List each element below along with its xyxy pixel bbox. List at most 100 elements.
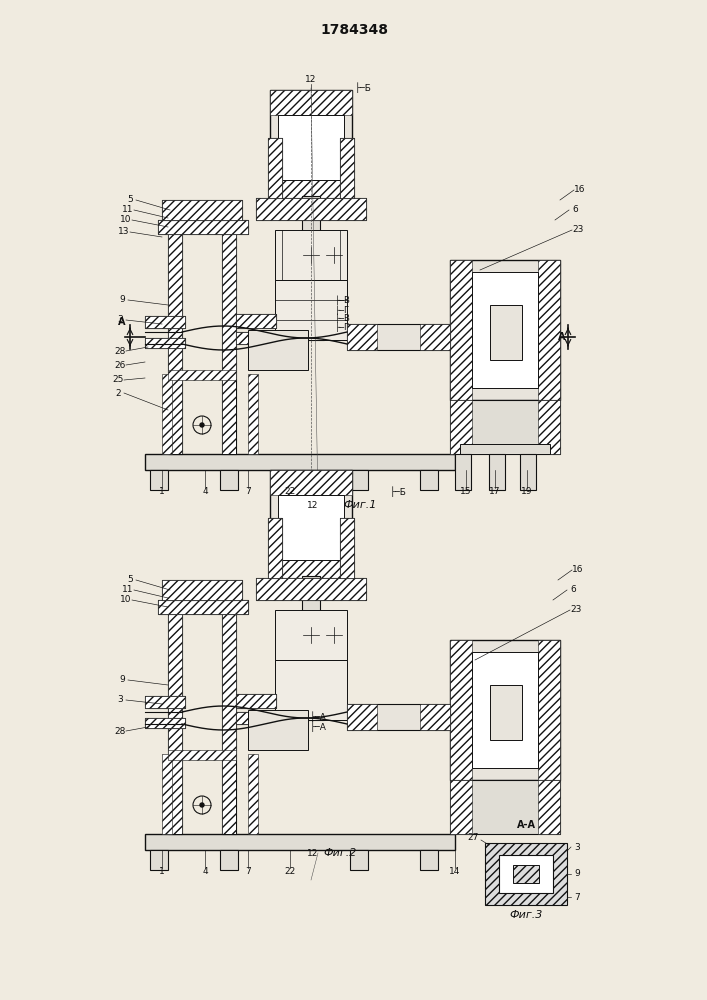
Bar: [145, 454, 455, 470]
Bar: [450, 400, 560, 454]
Bar: [236, 314, 276, 328]
Bar: [340, 138, 354, 198]
Bar: [236, 332, 276, 344]
Text: 5: 5: [127, 576, 133, 584]
Bar: [298, 234, 324, 340]
Bar: [472, 272, 538, 388]
Text: 1784348: 1784348: [320, 23, 388, 37]
Text: 13: 13: [118, 228, 130, 236]
Text: А: А: [118, 317, 126, 327]
Text: 23: 23: [572, 226, 584, 234]
Bar: [278, 115, 344, 180]
Bar: [485, 843, 567, 905]
Bar: [236, 694, 276, 708]
Bar: [489, 454, 505, 490]
Bar: [162, 200, 242, 220]
Bar: [145, 338, 185, 348]
Bar: [420, 470, 438, 490]
Bar: [538, 640, 560, 780]
Bar: [256, 198, 366, 220]
Bar: [268, 138, 282, 198]
Text: 3: 3: [117, 696, 123, 704]
Text: 16: 16: [574, 186, 586, 194]
Bar: [168, 234, 182, 454]
Bar: [270, 90, 352, 200]
Bar: [278, 495, 344, 560]
Text: 17: 17: [489, 488, 501, 496]
Bar: [455, 454, 471, 490]
Bar: [158, 220, 248, 234]
Text: 14: 14: [450, 867, 461, 876]
Bar: [222, 614, 236, 834]
Bar: [347, 704, 377, 730]
Bar: [158, 600, 248, 614]
Text: 2: 2: [115, 388, 121, 397]
Bar: [150, 850, 168, 870]
Text: А-А: А-А: [517, 820, 535, 830]
Text: 19: 19: [521, 488, 533, 496]
Bar: [158, 220, 248, 234]
Bar: [450, 260, 472, 400]
Bar: [270, 90, 352, 115]
Bar: [236, 712, 276, 724]
Text: 15: 15: [460, 488, 472, 496]
Bar: [302, 576, 320, 614]
Bar: [168, 374, 236, 454]
Bar: [220, 470, 238, 490]
Bar: [145, 718, 185, 728]
Text: ├─Б: ├─Б: [390, 487, 407, 497]
Bar: [145, 834, 455, 850]
Bar: [268, 518, 282, 578]
Bar: [499, 855, 553, 893]
Bar: [472, 652, 538, 768]
Bar: [490, 685, 522, 740]
Text: 9: 9: [119, 296, 125, 304]
Bar: [158, 600, 248, 614]
Text: 3: 3: [117, 316, 123, 324]
Bar: [168, 614, 182, 834]
Bar: [150, 470, 168, 490]
Bar: [270, 470, 352, 580]
Bar: [347, 704, 450, 730]
Bar: [270, 470, 352, 495]
Bar: [236, 332, 276, 344]
Bar: [513, 865, 539, 883]
Bar: [162, 580, 242, 600]
Text: 12: 12: [305, 76, 317, 85]
Text: 22: 22: [284, 867, 296, 876]
Bar: [347, 324, 450, 350]
Text: 10: 10: [120, 595, 132, 604]
Bar: [460, 444, 550, 454]
Bar: [275, 280, 347, 340]
Text: 9: 9: [119, 676, 125, 684]
Bar: [236, 694, 276, 708]
Text: А: А: [559, 332, 566, 342]
Bar: [248, 710, 308, 750]
Bar: [248, 330, 308, 370]
Text: 1: 1: [159, 488, 165, 496]
Bar: [270, 560, 352, 580]
Text: 6: 6: [572, 206, 578, 215]
Circle shape: [200, 803, 204, 807]
Bar: [222, 234, 236, 454]
Bar: [248, 754, 258, 834]
Bar: [450, 640, 472, 780]
Bar: [490, 305, 522, 360]
Bar: [236, 314, 276, 328]
Bar: [298, 614, 324, 720]
Text: 25: 25: [112, 375, 124, 384]
Bar: [420, 324, 450, 350]
Bar: [145, 696, 185, 708]
Text: 10: 10: [120, 216, 132, 225]
Bar: [268, 518, 282, 578]
Text: 7: 7: [245, 867, 251, 876]
Text: 23: 23: [571, 605, 582, 614]
Bar: [350, 850, 368, 870]
Text: 5: 5: [127, 196, 133, 205]
Bar: [347, 324, 377, 350]
Text: 27: 27: [467, 834, 479, 842]
Text: ├─В: ├─В: [335, 313, 351, 323]
Bar: [168, 614, 182, 834]
Bar: [222, 614, 236, 834]
Text: Фиг.3: Фиг.3: [509, 910, 543, 920]
